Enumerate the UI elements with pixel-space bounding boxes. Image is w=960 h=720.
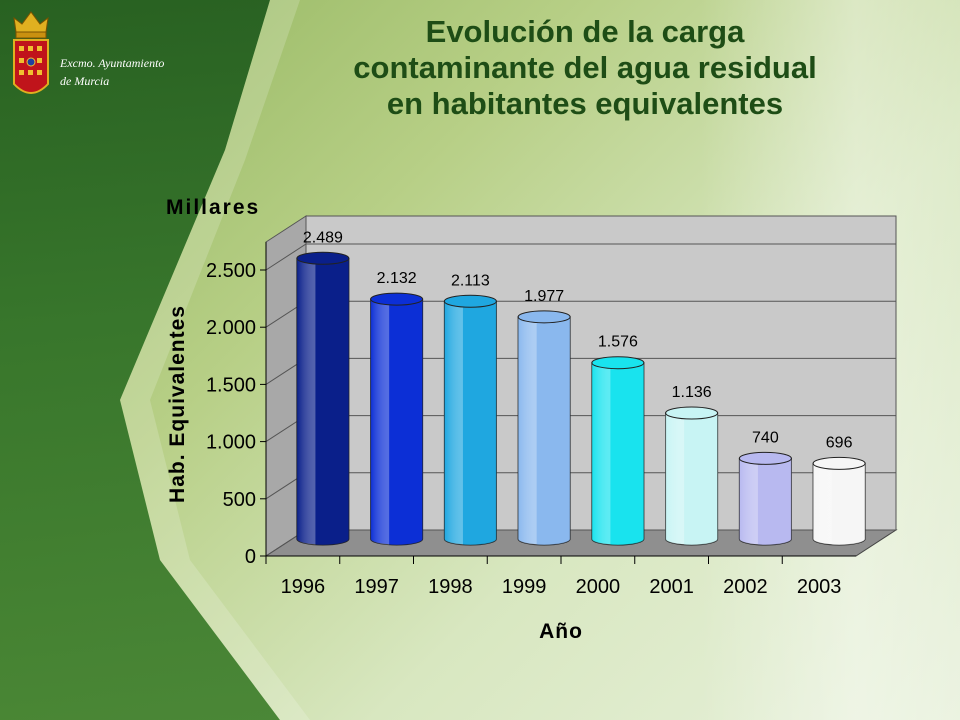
x-axis-title: Año [539, 620, 583, 643]
x-tick-label: 2001 [649, 576, 694, 598]
organization-name: Excmo. Ayuntamiento de Murcia [60, 54, 210, 90]
data-label: 696 [826, 434, 853, 451]
bar-shine [370, 299, 423, 545]
bar-shine [296, 258, 349, 545]
data-label: 2.489 [303, 229, 343, 246]
organization-line-2: de Murcia [60, 74, 110, 88]
bar-2001 [665, 406, 719, 546]
data-label: 1.136 [672, 384, 712, 401]
data-label: 1.576 [598, 334, 638, 351]
bar-top [370, 292, 424, 306]
bar-1996 [296, 251, 350, 546]
x-tick-label: 1996 [281, 576, 326, 598]
x-tick-label: 2003 [797, 576, 842, 598]
bar-1998 [443, 294, 497, 546]
data-label: 2.113 [451, 272, 490, 289]
title-line-3: en habitantes equivalentes [386, 86, 784, 121]
page-title: Evolución de la carga contaminante del a… [270, 14, 900, 122]
bar-top [591, 356, 645, 370]
bar-1999 [517, 310, 571, 546]
x-tick-label: 2002 [723, 576, 768, 598]
floor [264, 529, 898, 557]
crest-icon [13, 11, 49, 94]
bar-top [296, 251, 350, 265]
x-tick-label: 1998 [428, 576, 473, 598]
bar-shine [444, 301, 497, 545]
gridline [265, 243, 896, 271]
data-label: 1.977 [524, 288, 564, 305]
y-axis-ticks: 0 500 1.000 1.500 2.000 2.500 [206, 242, 267, 568]
data-label: 2.132 [377, 270, 417, 287]
y-tick-label: 2.000 [206, 317, 256, 339]
y-tick-label: 500 [223, 489, 256, 511]
title-line-2: contaminante del agua residual [353, 50, 817, 85]
chart-bars [296, 251, 866, 546]
y-tick-label: 1.000 [206, 432, 256, 454]
x-tick-label: 2000 [576, 576, 621, 598]
y-tick-label: 1.500 [206, 374, 256, 396]
bar-shine [665, 413, 718, 545]
y-tick-label: 2.500 [206, 260, 256, 282]
bar-top [517, 310, 571, 324]
y-tick-label: 0 [245, 546, 256, 568]
unit-label: Millares [166, 196, 261, 219]
bar-shine [591, 362, 644, 545]
x-tick-label: 1999 [502, 576, 547, 598]
bar-1997 [370, 292, 424, 546]
bar-top [812, 456, 866, 470]
bar-top [738, 451, 792, 465]
bar-shine [518, 316, 571, 545]
bar-2003 [812, 456, 866, 546]
x-axis-ticks: 1996 1997 1998 1999 2000 2001 2002 2003 [265, 555, 856, 598]
bar-top [665, 406, 719, 420]
data-label: 740 [752, 429, 779, 446]
title-line-1: Evolución de la carga [425, 14, 745, 49]
bar-top [443, 294, 497, 308]
data-labels: 2.489 2.132 2.113 1.977 1.576 1.136 740 696 [303, 229, 853, 451]
bar-shine [739, 458, 792, 545]
x-tick-label: 1997 [354, 576, 399, 598]
chart-walls [264, 215, 898, 557]
bar-2002 [738, 451, 792, 546]
y-axis-title: Hab. Equivalentes [166, 305, 189, 503]
organization-line-1: Excmo. Ayuntamiento [60, 56, 165, 70]
bar-shine [813, 463, 866, 545]
bar-2000 [591, 356, 645, 546]
